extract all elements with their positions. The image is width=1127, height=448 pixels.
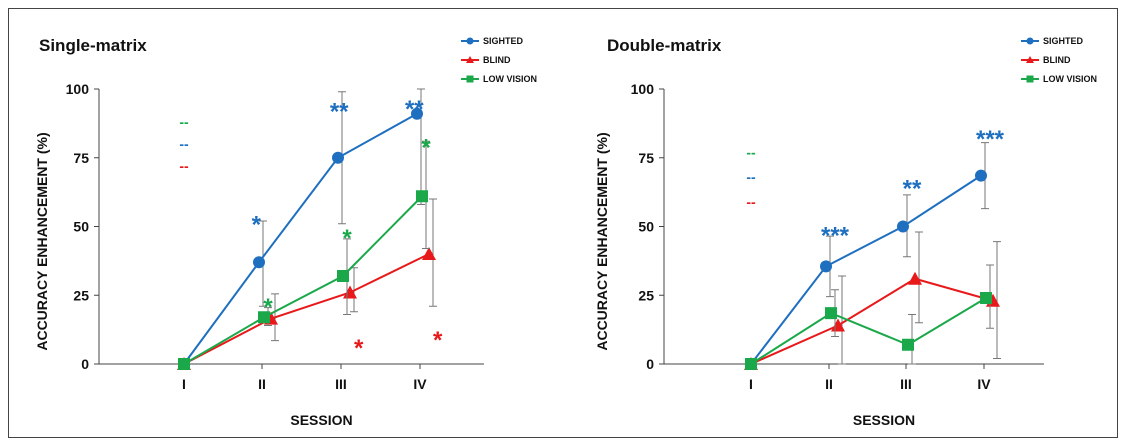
legend-label: BLIND xyxy=(483,55,511,65)
x-tick-label: I xyxy=(749,376,753,392)
data-point xyxy=(980,292,992,304)
data-point xyxy=(831,318,845,332)
legend-marker xyxy=(466,56,474,63)
data-point xyxy=(411,107,423,120)
series-line xyxy=(183,253,430,365)
legend-marker xyxy=(466,75,474,83)
legend: SIGHTED BLIND LOW VISION xyxy=(1021,36,1097,84)
data-point xyxy=(902,338,914,351)
significance-marker: * xyxy=(354,335,364,362)
data-point xyxy=(416,190,428,203)
figure: Single-matrix 0 25 50 75 100 I II III IV SESSION AC… xyxy=(8,8,1118,438)
chart-title: Double-matrix xyxy=(607,36,722,55)
x-tick-label: III xyxy=(900,376,912,392)
legend: SIGHTED BLIND LOW VISION xyxy=(461,36,537,84)
series-blind xyxy=(744,231,1001,370)
data-point xyxy=(745,358,757,370)
y-axis-label: ACCURACY ENHANCEMENT (%) xyxy=(34,132,50,350)
data-point xyxy=(332,151,344,164)
x-tick-label: III xyxy=(335,376,347,392)
significance-marker: * xyxy=(263,294,273,321)
significance-marker: * xyxy=(252,211,262,238)
significance-marker: * xyxy=(342,225,352,252)
y-tick-label: 0 xyxy=(646,356,654,372)
series-low-vision xyxy=(178,140,430,370)
x-tick-label: I xyxy=(182,376,186,392)
y-tick-label: 75 xyxy=(73,150,89,166)
y-tick-label: 25 xyxy=(638,287,654,303)
y-tick-label: 100 xyxy=(66,81,90,97)
y-tick-label: 100 xyxy=(631,81,655,97)
chart-title: Single-matrix xyxy=(39,36,147,55)
legend-label: LOW VISION xyxy=(1043,74,1097,84)
data-point xyxy=(337,270,349,282)
legend-label: SIGHTED xyxy=(483,36,524,46)
x-axis-label: SESSION xyxy=(853,412,915,428)
legend-label: LOW VISION xyxy=(483,74,537,84)
y-tick-label: 50 xyxy=(638,219,654,235)
x-tick-label: IV xyxy=(413,376,427,392)
data-point xyxy=(908,271,922,285)
data-point xyxy=(178,358,190,370)
legend-marker xyxy=(1026,75,1034,83)
dash-marker: -- xyxy=(746,144,756,160)
data-point xyxy=(422,247,436,260)
series-line xyxy=(750,297,987,365)
dash-marker: -- xyxy=(746,194,756,210)
dash-marker: -- xyxy=(179,136,189,152)
data-point xyxy=(975,169,987,182)
data-point xyxy=(343,285,357,299)
x-tick-label: II xyxy=(258,376,266,392)
legend-marker xyxy=(466,37,474,45)
y-tick-label: 0 xyxy=(81,356,89,372)
legend-marker xyxy=(1026,37,1034,45)
legend-label: BLIND xyxy=(1043,55,1071,65)
series-line xyxy=(750,277,994,365)
data-point xyxy=(258,311,270,324)
significance-marker: ** xyxy=(903,176,922,203)
series-sighted xyxy=(745,142,989,370)
data-point xyxy=(897,220,909,233)
legend-marker xyxy=(1026,56,1034,63)
y-axis-label: ACCURACY ENHANCEMENT (%) xyxy=(594,132,610,350)
y-tick-label: 25 xyxy=(73,287,89,303)
x-tick-label: IV xyxy=(977,376,991,392)
y-tick-label: 50 xyxy=(73,219,89,235)
significance-marker: ** xyxy=(330,99,349,126)
significance-marker: ** xyxy=(405,96,424,123)
data-point xyxy=(825,307,837,320)
significance-marker: *** xyxy=(821,222,850,249)
series-low-vision xyxy=(745,264,994,370)
series-line xyxy=(183,112,418,365)
significance-marker: *** xyxy=(976,126,1005,153)
x-tick-label: II xyxy=(825,376,833,392)
dash-marker: -- xyxy=(179,114,189,130)
significance-marker: * xyxy=(433,327,443,354)
y-tick-label: 75 xyxy=(638,150,654,166)
series-line xyxy=(183,195,423,365)
data-point xyxy=(820,260,832,273)
data-point xyxy=(253,256,265,269)
legend-label: SIGHTED xyxy=(1043,36,1084,46)
significance-marker: * xyxy=(421,134,431,161)
dash-marker: -- xyxy=(179,158,189,174)
x-axis-label: SESSION xyxy=(290,412,352,428)
dash-marker: -- xyxy=(746,169,756,185)
series-line xyxy=(750,174,982,365)
